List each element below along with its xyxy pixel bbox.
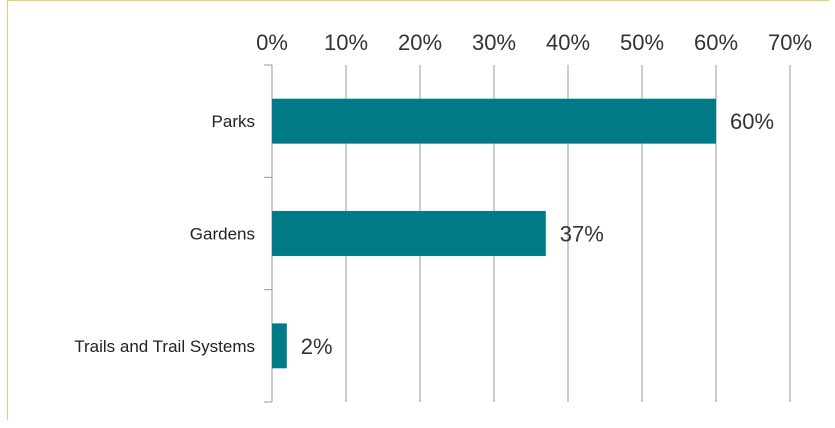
bar bbox=[272, 98, 716, 144]
x-tick-label: 40% bbox=[546, 30, 590, 55]
x-tick-label: 50% bbox=[620, 30, 664, 55]
category-label: Gardens bbox=[190, 225, 255, 244]
value-label: 2% bbox=[301, 334, 333, 359]
chart-frame bbox=[7, 0, 829, 420]
category-label: Trails and Trail Systems bbox=[74, 337, 255, 356]
category-axis bbox=[264, 64, 273, 403]
x-tick-label: 20% bbox=[398, 30, 442, 55]
value-label: 60% bbox=[730, 109, 774, 134]
category-labels: Parks Gardens Trails and Trail Systems bbox=[74, 112, 255, 356]
x-tick-labels: 0% 10% 20% 30% 40% 50% 60% 70% bbox=[256, 30, 812, 55]
x-tick-label: 60% bbox=[694, 30, 738, 55]
category-label: Parks bbox=[212, 112, 255, 131]
value-labels: 60% 37% 2% bbox=[301, 109, 774, 359]
x-tick-label: 10% bbox=[324, 30, 368, 55]
bars bbox=[272, 98, 716, 369]
bar bbox=[272, 211, 546, 256]
value-label: 37% bbox=[560, 222, 604, 247]
x-tick-label: 0% bbox=[256, 30, 288, 55]
x-tick-label: 30% bbox=[472, 30, 516, 55]
x-tick-label: 70% bbox=[768, 30, 812, 55]
bar bbox=[272, 323, 287, 369]
